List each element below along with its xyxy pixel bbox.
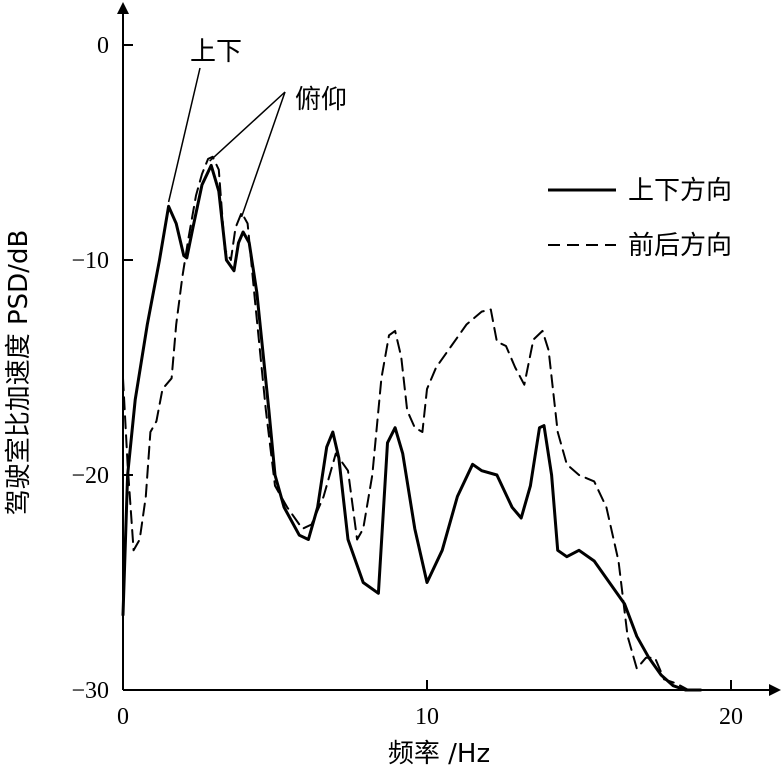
series-layer bbox=[121, 155, 703, 692]
y-tick-label: −30 bbox=[71, 678, 109, 704]
x-axis-title: 频率 /Hz bbox=[388, 739, 490, 769]
x-tick-label: 0 bbox=[117, 704, 129, 730]
y-tick-label: −10 bbox=[71, 248, 109, 274]
series-line-longitudinal bbox=[122, 155, 702, 691]
y-tick-label: −20 bbox=[71, 463, 109, 489]
y-axis-title: 驾驶室比加速度 PSD/dB bbox=[4, 230, 34, 516]
x-tick-label: 10 bbox=[415, 704, 439, 730]
annotation-label: 俯仰 bbox=[295, 85, 347, 115]
series-line-vertical bbox=[121, 163, 703, 692]
y-tick-label: 0 bbox=[97, 33, 109, 59]
legend-label: 前后方向 bbox=[628, 231, 732, 261]
annotation-label: 上下 bbox=[190, 37, 242, 67]
tick-labels: 0 10 20 0 −10 −20 −30 bbox=[71, 33, 743, 730]
annotation-leader bbox=[209, 91, 286, 162]
annotation-leader bbox=[167, 67, 201, 203]
legend-label: 上下方向 bbox=[628, 176, 732, 206]
x-tick-label: 20 bbox=[719, 704, 743, 730]
ticks bbox=[122, 44, 732, 690]
annotation-leader bbox=[240, 91, 286, 218]
